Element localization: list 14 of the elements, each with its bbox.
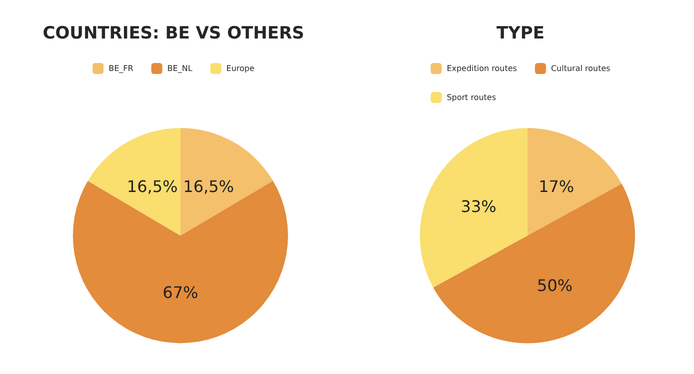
- data-label: 33%: [460, 197, 496, 216]
- data-label: 67%: [162, 282, 198, 302]
- data-label: 16,5%: [126, 176, 178, 196]
- data-label: 16,5%: [183, 176, 234, 196]
- legend-label: Sport routes: [446, 93, 496, 102]
- legend-label: Europe: [226, 64, 254, 73]
- chart-title: TYPE: [496, 24, 544, 44]
- data-label: 50%: [537, 276, 573, 295]
- data-label: 17%: [538, 177, 574, 196]
- legend-label: BE_FR: [108, 64, 134, 73]
- chart-title: COUNTRIES: BE VS OTHERS: [42, 24, 304, 44]
- legend-label: BE_NL: [167, 64, 193, 73]
- legend-label: Cultural routes: [550, 64, 610, 73]
- legend-label: Expedition routes: [446, 64, 517, 73]
